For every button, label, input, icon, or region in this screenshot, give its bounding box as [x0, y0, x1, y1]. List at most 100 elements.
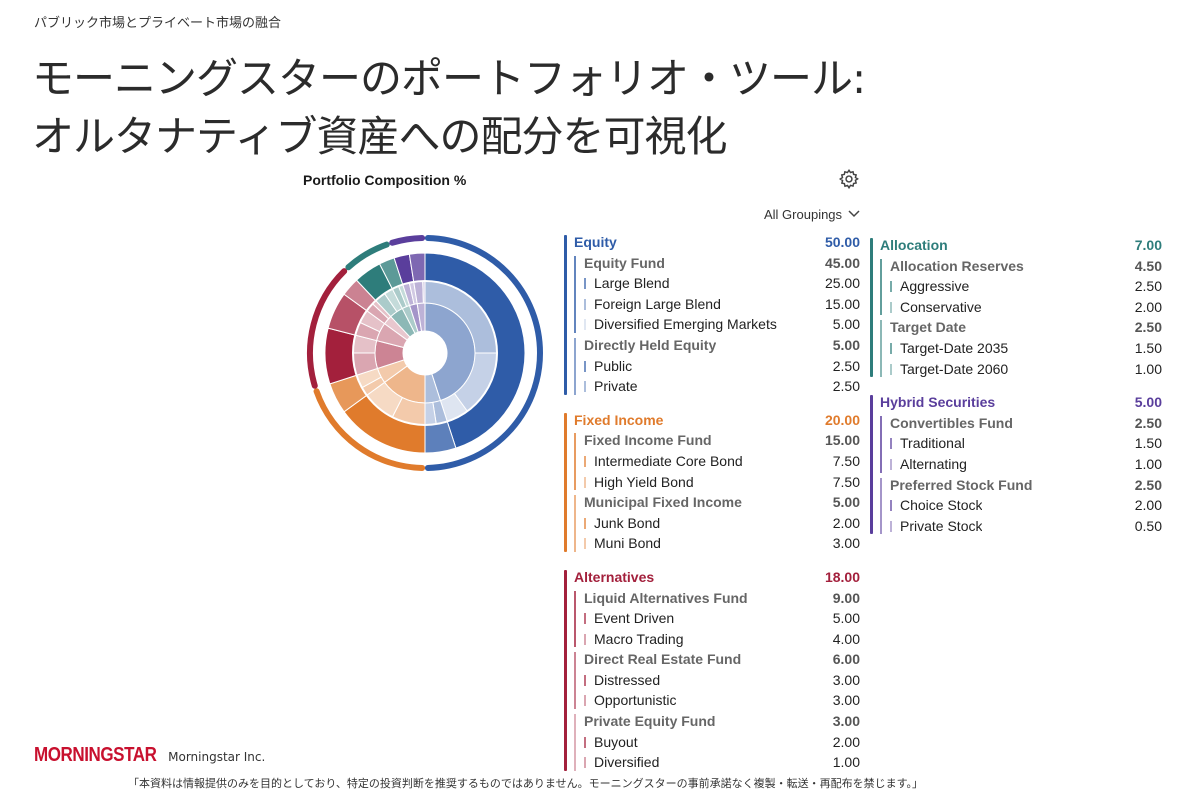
subgroup-bar [880, 477, 882, 535]
subgroup-row[interactable]: Allocation Reserves 4.50 [890, 256, 1162, 277]
holding-value: 3.00 [832, 692, 860, 709]
subgroup-row[interactable]: Convertibles Fund 2.50 [890, 413, 1162, 434]
subgroup-label: Municipal Fixed Income [584, 494, 742, 511]
holding-value: 1.00 [1134, 360, 1162, 377]
holding-row[interactable]: Diversified 1.00 [594, 752, 860, 773]
subgroup-row[interactable]: Preferred Stock Fund 2.50 [890, 475, 1162, 496]
holding-row[interactable]: Traditional 1.50 [900, 433, 1162, 454]
category-label: Alternatives [574, 568, 655, 585]
category-row[interactable]: Fixed Income 20.00 [574, 410, 860, 431]
holding-row[interactable]: Aggressive 2.50 [900, 276, 1162, 297]
holding-value: 3.00 [832, 535, 860, 552]
subgroup-preferred-stock-fund: Preferred Stock Fund 2.50 Choice Stock 2.00… [880, 475, 1162, 537]
holding-label: Private Stock [900, 517, 983, 534]
subgroup-row[interactable]: Fixed Income Fund 15.00 [584, 430, 860, 451]
holding-row[interactable]: Event Driven 5.00 [594, 608, 860, 629]
subgroup-slice-outer-liquid-alternatives-fund[interactable] [324, 327, 358, 385]
logo-wordmark: MORNINGSTAR [34, 744, 157, 766]
holding-label: Macro Trading [594, 630, 684, 647]
holding-value: 1.00 [832, 754, 860, 771]
holding-row[interactable]: Choice Stock 2.00 [900, 495, 1162, 516]
category-value: 18.00 [824, 568, 860, 585]
category-ring-equity[interactable] [424, 235, 543, 471]
category-ring-allocation[interactable] [345, 241, 390, 271]
holding-row[interactable]: Distressed 3.00 [594, 670, 860, 691]
holding-label: Aggressive [900, 278, 970, 295]
subgroup-row[interactable]: Private Equity Fund 3.00 [584, 711, 860, 732]
subgroup-label: Target Date [890, 319, 966, 336]
holding-label: Private [594, 378, 638, 395]
subgroup-label: Private Equity Fund [584, 713, 716, 730]
subgroup-row[interactable]: Equity Fund 45.00 [584, 253, 860, 274]
subgroup-row[interactable]: Liquid Alternatives Fund 9.00 [584, 588, 860, 609]
holding-value: 2.00 [832, 733, 860, 750]
holding-item: Choice Stock 2.00 [890, 495, 1162, 516]
holding-bar [584, 613, 586, 625]
category-ring-hybrid-securities[interactable] [389, 235, 426, 246]
holding-row[interactable]: Conservative 2.00 [900, 297, 1162, 318]
holding-bar [584, 757, 586, 769]
subgroup-row[interactable]: Direct Real Estate Fund 6.00 [584, 649, 860, 670]
group-bar [870, 238, 873, 378]
holding-label: High Yield Bond [594, 473, 694, 490]
category-row[interactable]: Allocation 7.00 [880, 235, 1162, 256]
holding-row[interactable]: Public 2.50 [594, 356, 860, 377]
category-label: Equity [574, 234, 617, 250]
holding-bar [584, 455, 586, 467]
holding-row[interactable]: Private 2.50 [594, 376, 860, 397]
holding-row[interactable]: Target-Date 2035 1.50 [900, 338, 1162, 359]
holding-item: Traditional 1.50 [890, 433, 1162, 454]
holding-label: Public [594, 357, 633, 374]
holding-item: Foreign Large Blend 15.00 [584, 294, 860, 315]
subgroup-bar [574, 337, 576, 395]
grouping-dropdown[interactable]: All Groupings [764, 207, 860, 222]
holding-row[interactable]: Large Blend 25.00 [594, 273, 860, 294]
holding-row[interactable]: Junk Bond 2.00 [594, 513, 860, 534]
holding-row[interactable]: Macro Trading 4.00 [594, 629, 860, 650]
category-row[interactable]: Equity 50.00 [574, 232, 860, 253]
holding-label: Intermediate Core Bond [594, 452, 743, 469]
holding-bar [584, 278, 586, 290]
holding-row[interactable]: Alternating 1.00 [900, 454, 1162, 475]
sunburst-chart [307, 235, 543, 471]
subgroup-value: 15.00 [824, 432, 860, 449]
holding-label: Diversified Emerging Markets [594, 316, 777, 333]
holding-label: Junk Bond [594, 514, 661, 531]
page-title: モーニングスターのポートフォリオ・ツール: オルタナティブ資産への配分を可視化 [32, 50, 866, 166]
holding-row[interactable]: Target-Date 2060 1.00 [900, 359, 1162, 380]
holding-item: Diversified Emerging Markets 5.00 [584, 314, 860, 335]
subgroup-label: Direct Real Estate Fund [584, 651, 742, 668]
subgroup-label: Allocation Reserves [890, 257, 1024, 274]
group-hybrid-securities: Hybrid Securities 5.00 Convertibles Fund 2.… [870, 392, 1162, 536]
gear-icon[interactable] [838, 168, 860, 190]
holding-row[interactable]: Opportunistic 3.00 [594, 690, 860, 711]
grouping-label: All Groupings [764, 207, 843, 222]
subgroup-row[interactable]: Municipal Fixed Income 5.00 [584, 492, 860, 513]
holding-item: Muni Bond 3.00 [584, 533, 860, 554]
holding-bar [890, 281, 892, 293]
page-title-line-2: オルタナティブ資産への配分を可視化 [32, 112, 727, 161]
holding-bar [890, 500, 892, 512]
holding-row[interactable]: Intermediate Core Bond 7.50 [594, 451, 860, 472]
composition-list-left: Equity 50.00 Equity Fund 45.00 Large Blend 25… [564, 232, 860, 786]
holding-value: 3.00 [832, 671, 860, 688]
holding-item: Junk Bond 2.00 [584, 513, 860, 534]
holding-bar [584, 298, 586, 310]
holding-row[interactable]: Diversified Emerging Markets 5.00 [594, 314, 860, 335]
category-row[interactable]: Alternatives 18.00 [574, 567, 860, 588]
holding-value: 15.00 [824, 295, 860, 312]
category-ring-alternatives[interactable] [307, 268, 348, 389]
subgroup-row[interactable]: Directly Held Equity 5.00 [584, 335, 860, 356]
holding-row[interactable]: Foreign Large Blend 15.00 [594, 294, 860, 315]
holding-row[interactable]: Private Stock 0.50 [900, 516, 1162, 537]
holding-row[interactable]: Buyout 2.00 [594, 732, 860, 753]
holding-slice-inner-private-stock[interactable] [422, 280, 426, 304]
category-ring-fixed-income[interactable] [313, 388, 426, 471]
subgroup-equity-fund: Equity Fund 45.00 Large Blend 25.00 Foreign … [574, 253, 860, 335]
category-row[interactable]: Hybrid Securities 5.00 [880, 392, 1162, 413]
subgroup-row[interactable]: Target Date 2.50 [890, 317, 1162, 338]
holding-row[interactable]: Muni Bond 3.00 [594, 533, 860, 554]
holding-item: Public 2.50 [584, 356, 860, 377]
holding-row[interactable]: High Yield Bond 7.50 [594, 472, 860, 493]
group-bar [564, 412, 567, 552]
